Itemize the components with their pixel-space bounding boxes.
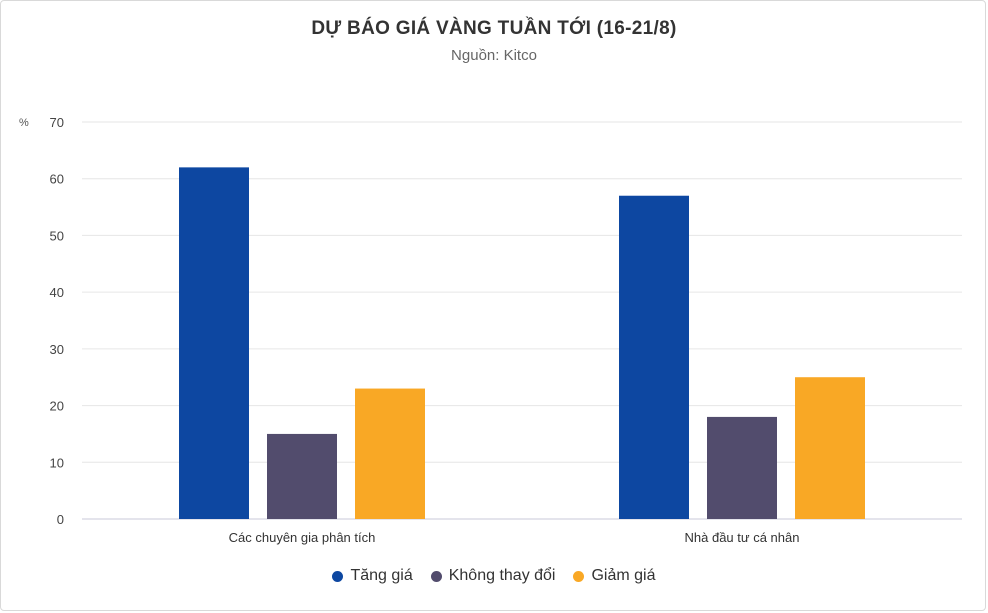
x-category-label: Các chuyên gia phân tích bbox=[229, 530, 376, 545]
bar-3-2 bbox=[795, 377, 865, 519]
bar-1-2 bbox=[619, 195, 689, 519]
bar-2-2 bbox=[707, 416, 777, 519]
bar-2-1 bbox=[267, 433, 337, 519]
y-tick-label: 10 bbox=[50, 455, 64, 470]
bar-1-1 bbox=[179, 167, 249, 519]
legend-item-2[interactable]: Không thay đổi bbox=[430, 567, 556, 585]
y-tick-label: 60 bbox=[50, 172, 64, 187]
y-tick-label: 0 bbox=[57, 512, 64, 527]
legend-label: Giảm giá bbox=[591, 567, 656, 584]
y-tick-label: 70 bbox=[50, 115, 64, 130]
legend-item-3[interactable]: Giảm giá bbox=[573, 567, 656, 585]
legend-marker bbox=[332, 570, 344, 582]
legend-marker bbox=[430, 570, 442, 582]
legend-marker bbox=[573, 570, 585, 582]
y-tick-label: 50 bbox=[50, 228, 64, 243]
legend: Tăng giá Không thay đổi Giảm giá bbox=[0, 567, 988, 585]
bar-3-1 bbox=[355, 388, 425, 519]
y-tick-label: 30 bbox=[50, 342, 64, 357]
y-tick-label: 20 bbox=[50, 399, 64, 414]
legend-label: Không thay đổi bbox=[448, 567, 556, 584]
chart-title: DỰ BÁO GIÁ VÀNG TUẦN TỚI (16-21/8) bbox=[311, 18, 677, 39]
x-category-label: Nhà đầu tư cá nhân bbox=[685, 530, 800, 545]
legend-label: Tăng giá bbox=[350, 567, 413, 584]
chart-subtitle: Nguồn: Kitco bbox=[451, 47, 537, 64]
y-tick-label: 40 bbox=[50, 285, 64, 300]
legend-item-1[interactable]: Tăng giá bbox=[332, 567, 413, 585]
y-axis-unit: % bbox=[19, 117, 29, 129]
